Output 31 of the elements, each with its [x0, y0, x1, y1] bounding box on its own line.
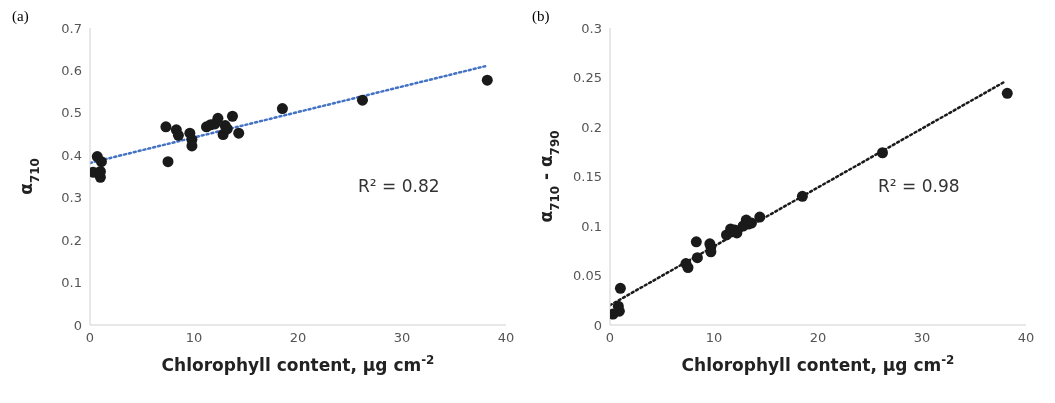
y-tick-label: 0.4: [61, 147, 82, 163]
x-tick-label: 0: [605, 330, 615, 346]
y-tick-label: 0: [593, 317, 602, 333]
y-tick-label: 0.3: [581, 20, 602, 36]
y-tick-label: 0.5: [61, 105, 82, 121]
annotation: R² = 0.82: [358, 176, 440, 196]
y-tick-label: 0.05: [573, 268, 602, 284]
annotation: R² = 0.98: [878, 176, 960, 196]
x-tick-label: 20: [289, 330, 307, 346]
x-axis-title: Chlorophyll content, μg cm$^{-2}$: [161, 353, 435, 375]
x-tick-label: 10: [185, 330, 203, 346]
y-tick-label: 0.3: [61, 190, 82, 206]
x-axis-title: Chlorophyll content, μg cm$^{-2}$: [681, 353, 955, 375]
y-tick-label: 0.6: [61, 63, 82, 79]
x-tick-label: 30: [393, 330, 411, 346]
y-tick-label: 0: [73, 317, 82, 333]
chart-title: (b): [532, 8, 550, 25]
y-tick-label: 0.2: [581, 119, 602, 135]
y-tick-label: 0.7: [61, 20, 82, 36]
y-tick-label: 0.1: [61, 275, 82, 291]
x-tick-label: 40: [1017, 330, 1035, 346]
y-tick-label: 0.15: [573, 169, 602, 185]
x-tick-label: 10: [705, 330, 723, 346]
x-tick-label: 20: [809, 330, 827, 346]
x-tick-label: 40: [497, 330, 515, 346]
x-tick-label: 30: [913, 330, 931, 346]
chart-title: (a): [12, 8, 29, 25]
x-tick-label: 0: [85, 330, 95, 346]
y-tick-label: 0.1: [581, 218, 602, 234]
y-tick-label: 0.25: [573, 70, 602, 86]
y-tick-label: 0.2: [61, 232, 82, 248]
